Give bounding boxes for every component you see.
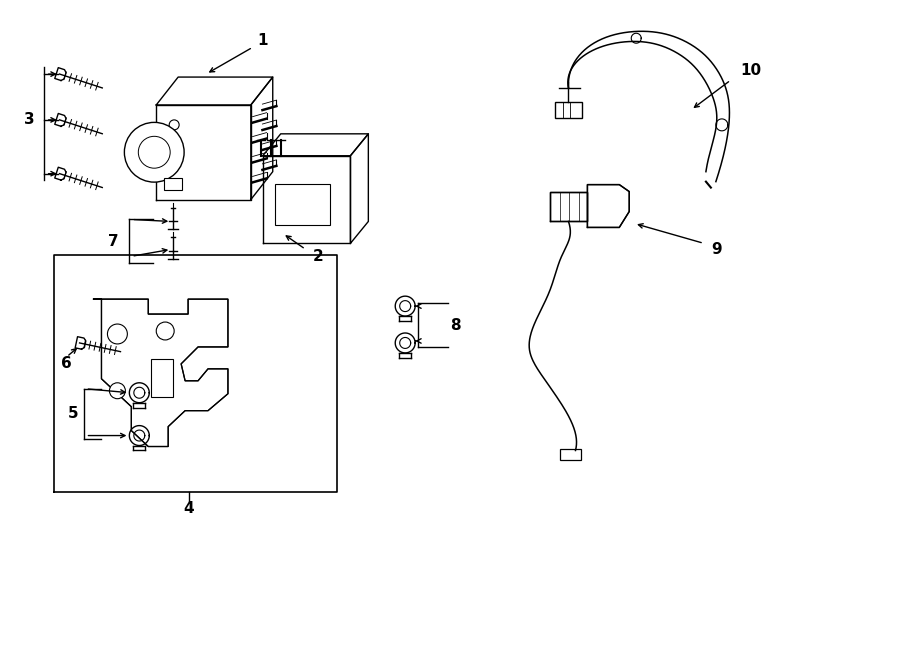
Circle shape: [124, 122, 184, 182]
Circle shape: [169, 120, 179, 130]
Text: 8: 8: [450, 317, 460, 332]
Circle shape: [107, 324, 128, 344]
Text: 10: 10: [740, 63, 761, 77]
Text: 4: 4: [184, 501, 194, 516]
Polygon shape: [550, 192, 588, 221]
Circle shape: [169, 160, 179, 170]
Circle shape: [169, 140, 179, 150]
Polygon shape: [94, 299, 228, 447]
Circle shape: [110, 383, 125, 399]
Circle shape: [157, 322, 175, 340]
Bar: [274, 184, 329, 225]
Bar: [151, 359, 173, 397]
Text: 5: 5: [68, 406, 79, 421]
Circle shape: [139, 136, 170, 168]
Text: 6: 6: [61, 356, 72, 371]
Text: 2: 2: [313, 249, 324, 264]
Bar: [554, 102, 582, 118]
Text: 3: 3: [24, 112, 35, 128]
Text: 9: 9: [712, 242, 722, 257]
Text: 7: 7: [108, 234, 119, 249]
Bar: [164, 178, 182, 190]
Bar: [560, 449, 581, 461]
Polygon shape: [588, 184, 629, 227]
Text: 1: 1: [257, 33, 268, 48]
